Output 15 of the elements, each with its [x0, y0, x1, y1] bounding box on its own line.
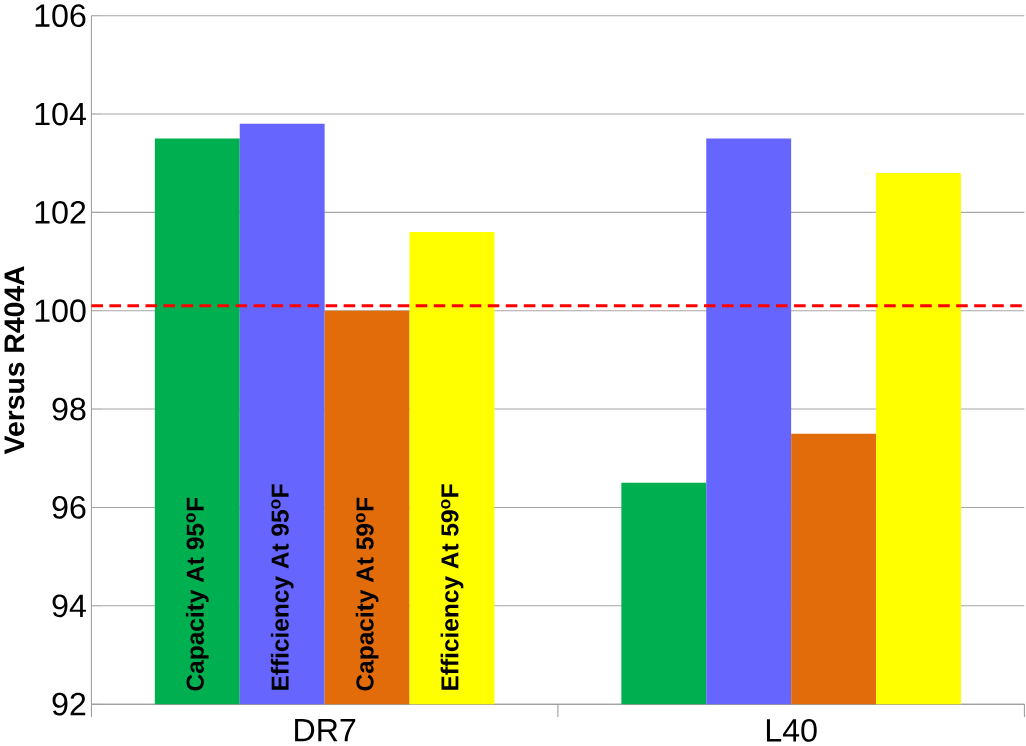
- y-axis-title: Versus R404A: [4, 266, 25, 455]
- series-label: Capacity At 59$^{o}$F: [355, 497, 379, 691]
- y-tick-label: 102: [35, 200, 86, 224]
- y-tick-label: 100: [35, 299, 86, 323]
- x-tick-label: L40: [766, 718, 817, 742]
- y-tick-label: 98: [52, 397, 86, 421]
- y-tick-label: 96: [52, 496, 86, 519]
- series-label: Efficiency At 59$^{o}$F: [440, 484, 464, 690]
- y-tick-label: 92: [52, 692, 86, 716]
- series-label: Capacity At 95$^{o}$F: [185, 497, 209, 691]
- y-tick-label: 104: [35, 102, 86, 126]
- y-tick-label: 94: [52, 594, 86, 618]
- y-tick-label: 106: [35, 4, 86, 28]
- x-tick-label: DR7: [295, 718, 356, 742]
- series-label: Efficiency At 95$^{o}$F: [270, 484, 294, 690]
